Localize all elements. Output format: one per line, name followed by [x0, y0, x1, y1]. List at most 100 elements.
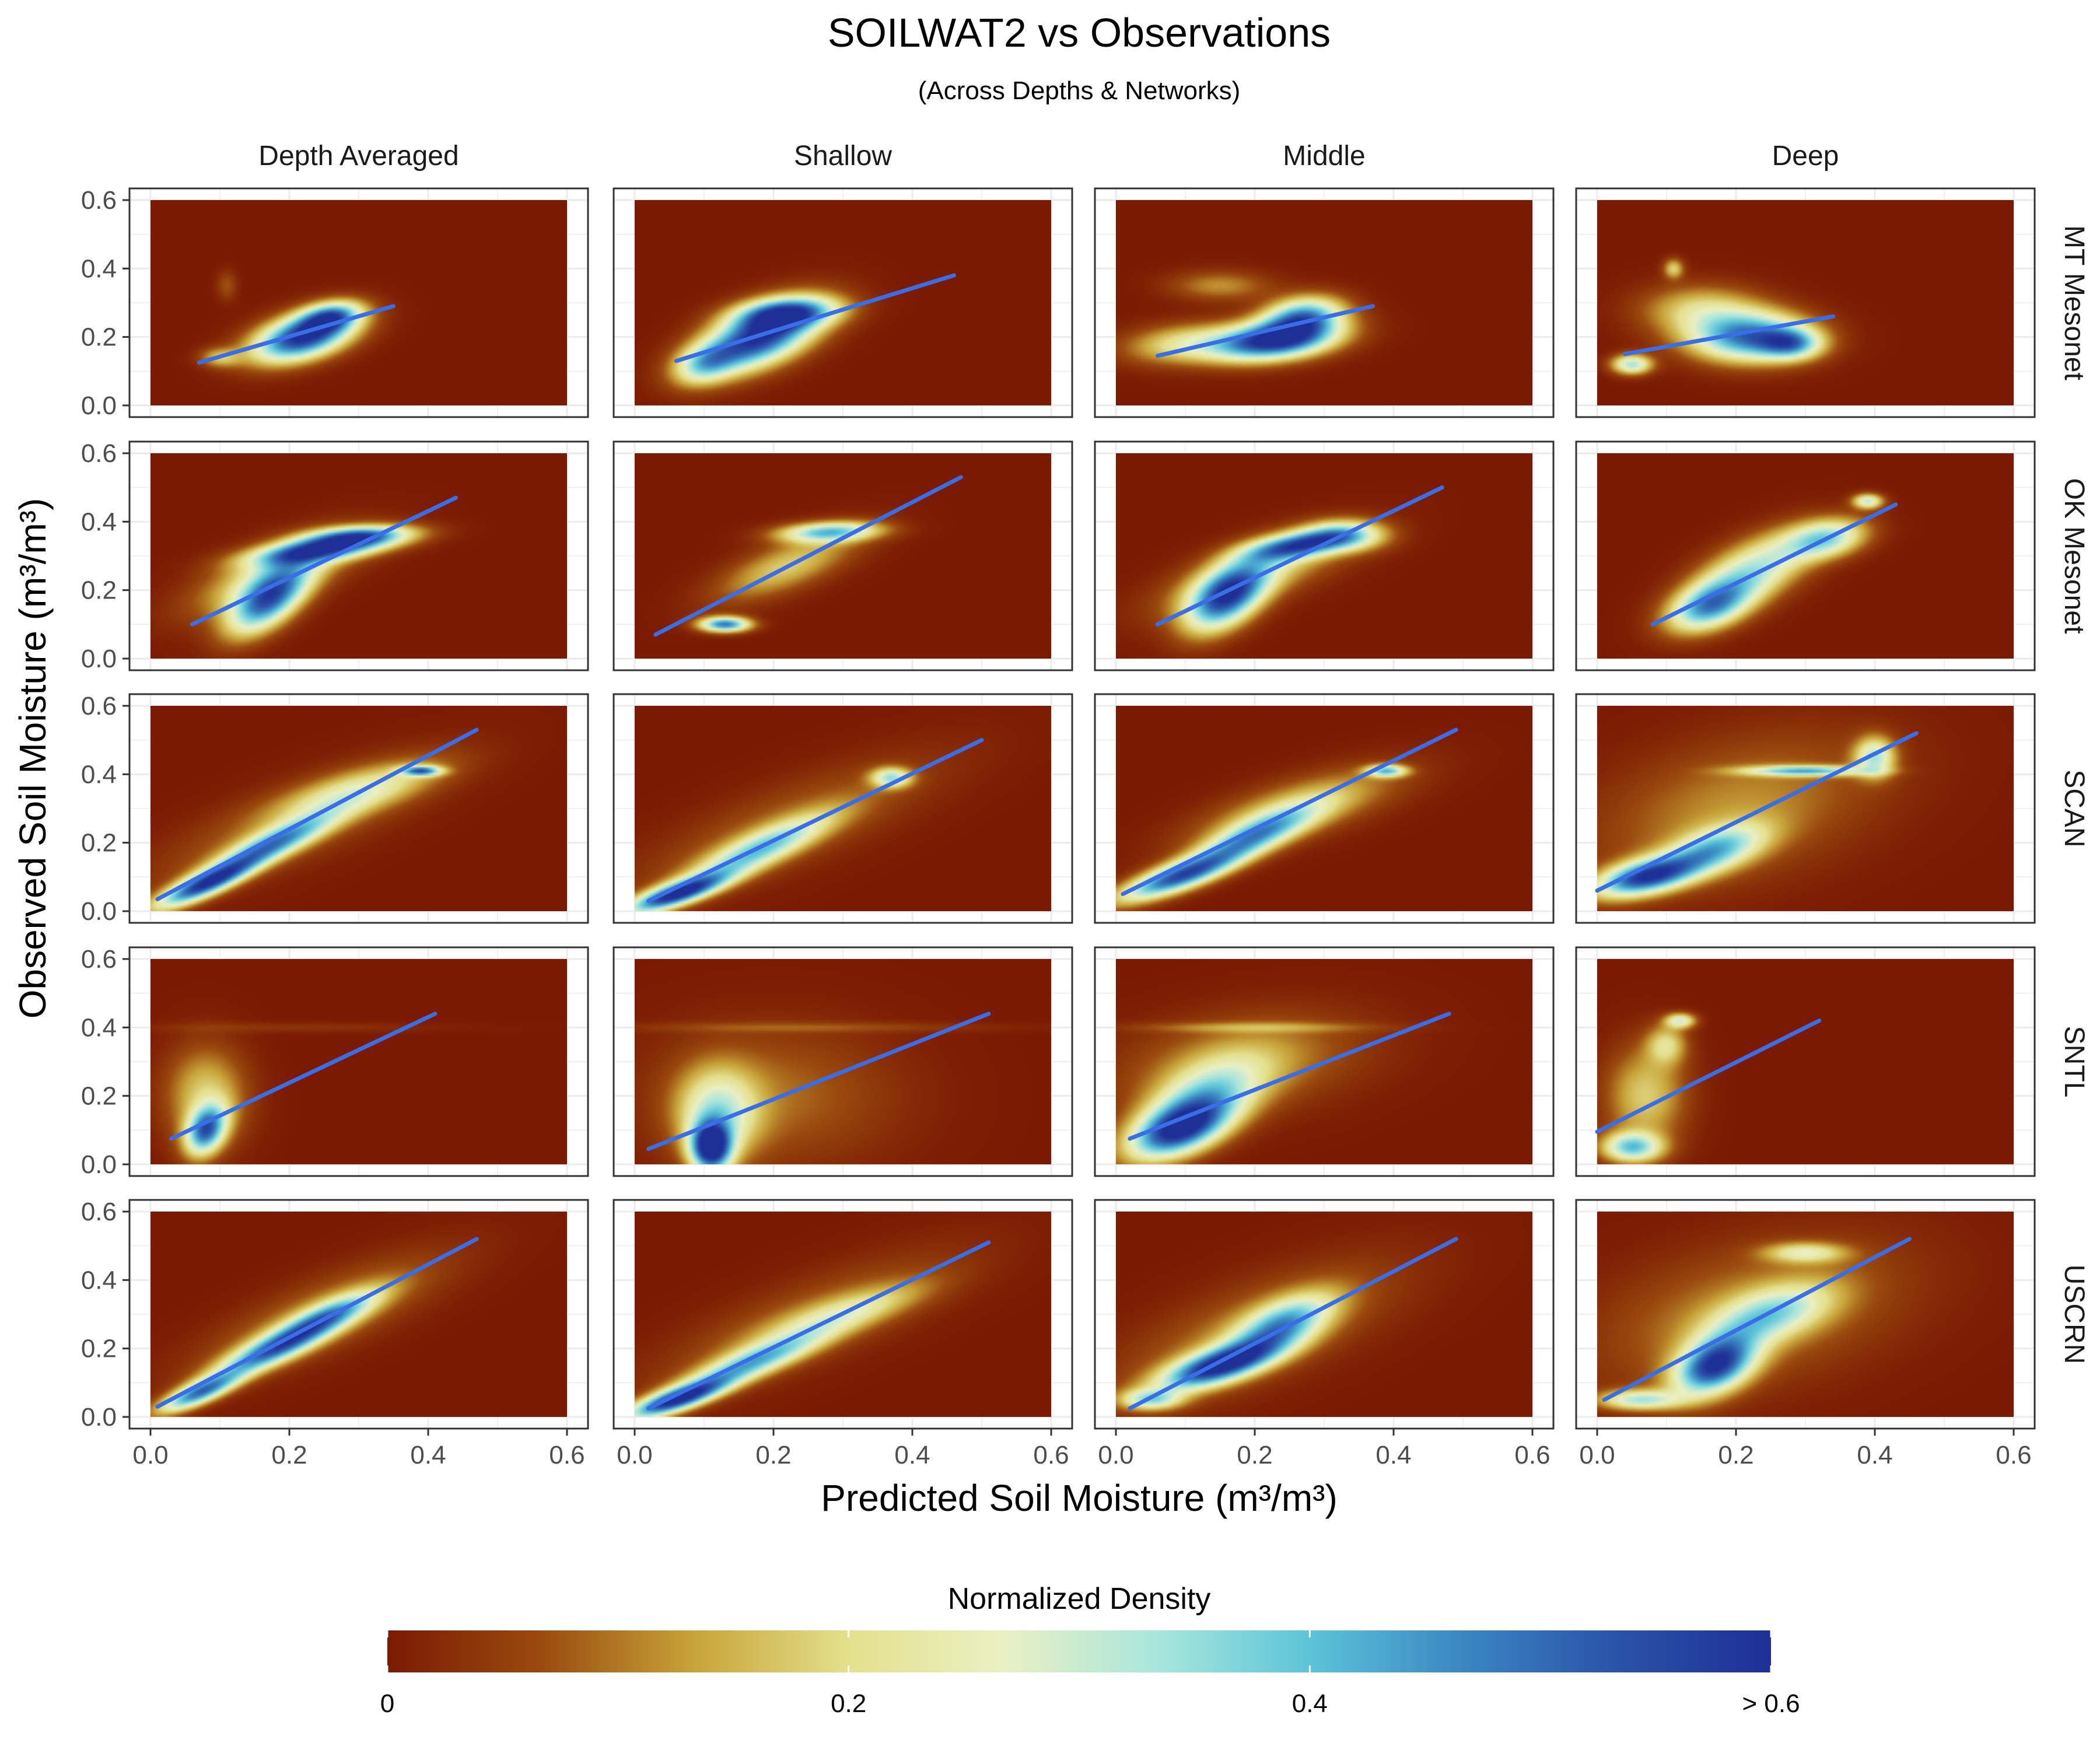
- colorbar-tick-label: 0: [380, 1689, 394, 1718]
- x-tick-label: 0.0: [617, 1441, 652, 1469]
- panel-border: [128, 693, 589, 924]
- facet-panel: [1094, 440, 1555, 671]
- x-tick-label: 0.6: [1033, 1441, 1069, 1469]
- facet-row-label: MT Mesonet: [2059, 225, 2090, 380]
- x-tick-label: 0.0: [132, 1441, 168, 1469]
- panel-border: [1575, 440, 2036, 671]
- panel-border: [128, 1199, 589, 1430]
- y-tick-label: 0.6: [81, 1198, 117, 1226]
- density-heatmap: [1597, 1212, 2014, 1417]
- y-tick-label: 0.6: [81, 439, 117, 468]
- colorbar: [387, 1630, 1771, 1672]
- x-tick-label: 0.6: [1996, 1441, 2031, 1469]
- y-tick-label: 0.4: [81, 1266, 117, 1294]
- y-tick-label: 0.2: [81, 829, 117, 858]
- y-tick-label: 0.0: [81, 897, 117, 926]
- colorbar-legend: Normalized Density 0 0.2 0.4 > 0.6: [380, 1582, 1800, 1718]
- facet-panel: 0.0 0.2 0.4 0.6: [81, 692, 589, 926]
- x-tick-label: 0.4: [1857, 1441, 1892, 1469]
- x-tick-label: 0.0: [1098, 1441, 1133, 1469]
- y-tick-label: 0.4: [81, 254, 117, 283]
- panel-border: [1094, 946, 1555, 1177]
- facet-panel: [1575, 187, 2036, 418]
- x-tick-label: 0.4: [1376, 1441, 1411, 1469]
- facet-panel: 0.0 0.2 0.4 0.6: [81, 945, 589, 1179]
- facet-row-label: SNTL: [2059, 1026, 2090, 1098]
- regression-line: [1650, 502, 1898, 626]
- y-axis-label: Observed Soil Moisture (m³/m³): [12, 498, 54, 1019]
- regression-line: [653, 475, 963, 637]
- x-tick-label: 0.2: [1237, 1441, 1272, 1469]
- density-heatmap: [150, 959, 567, 1164]
- y-tick-label: 0.0: [81, 645, 117, 673]
- density-heatmap: [635, 453, 1051, 659]
- colorbar-ticks: 0 0.2 0.4 > 0.6: [380, 1630, 1800, 1718]
- regression-line: [155, 1237, 479, 1409]
- facet-panel: [612, 946, 1073, 1177]
- y-tick-label: 0.0: [81, 1403, 117, 1432]
- y-tick-label: 0.2: [81, 323, 117, 352]
- facet-panel: 0.0 0.2 0.4 0.6: [81, 439, 589, 673]
- regression-line: [190, 495, 459, 626]
- facet-column-label: Middle: [1283, 141, 1365, 172]
- panel-border: [1575, 187, 2036, 418]
- facet-panel: [1575, 440, 2036, 671]
- x-tick-label: 0.4: [410, 1441, 446, 1469]
- figure-subtitle: (Across Depths & Networks): [918, 76, 1241, 105]
- panel-border: [1094, 1199, 1555, 1430]
- facet-panel: [1094, 693, 1555, 924]
- panel-border: [128, 946, 589, 1177]
- regression-line: [646, 1012, 991, 1152]
- colorbar-tick-label: > 0.6: [1742, 1689, 1800, 1718]
- y-tick-label: 0.2: [81, 1335, 117, 1363]
- y-tick-label: 0.4: [81, 508, 117, 536]
- regression-line: [197, 304, 396, 365]
- density-heatmap: [635, 959, 1051, 1164]
- panel-border: [1575, 1199, 2036, 1430]
- facet-panel: [1094, 946, 1555, 1177]
- regression-line: [646, 1240, 991, 1410]
- facet-panel: [1575, 693, 2036, 924]
- facet-panel: 0.0 0.2 0.4 0.6: [1094, 1199, 1555, 1469]
- density-heatmap: [1597, 200, 2014, 405]
- facet-row-label: USCRN: [2059, 1265, 2090, 1364]
- panel-border: [1094, 187, 1555, 418]
- x-tick-label: 0.2: [1718, 1441, 1754, 1469]
- density-heatmap: [1597, 453, 2014, 659]
- regression-line: [1155, 485, 1444, 626]
- regression-line: [1623, 314, 1836, 356]
- density-heatmap: [150, 453, 567, 659]
- density-heatmap: [1116, 1212, 1532, 1417]
- facet-panel: [612, 187, 1073, 418]
- regression-line: [155, 727, 479, 901]
- facet-panel: [612, 693, 1073, 924]
- facet-row-label: OK Mesonet: [2059, 478, 2090, 634]
- density-heatmap: [1597, 706, 2014, 911]
- panel-border: [612, 693, 1073, 924]
- regression-line: [169, 1012, 438, 1141]
- density-heatmap: [150, 200, 567, 405]
- density-heatmap: [1116, 200, 1532, 405]
- y-tick-label: 0.6: [81, 692, 117, 720]
- regression-line: [1595, 1019, 1822, 1134]
- panel-border: [612, 1199, 1073, 1430]
- facet-panel: 0.0 0.2 0.4 0.6 0.0 0.2 0.4 0.6: [81, 1198, 589, 1469]
- panels-layer: Depth Averaged Shallow Middle Deep MT Mesone…: [81, 141, 2090, 1469]
- facet-column-label: Deep: [1772, 141, 1839, 172]
- facet-panel: [1094, 187, 1555, 418]
- regression-line: [1128, 1012, 1451, 1141]
- y-tick-label: 0.2: [81, 1082, 117, 1111]
- regression-line: [1602, 1237, 1912, 1402]
- density-heatmap: [1597, 959, 2014, 1164]
- x-tick-label: 0.6: [1514, 1441, 1550, 1469]
- panel-border: [128, 187, 589, 418]
- x-tick-label: 0.6: [549, 1441, 584, 1469]
- colorbar-tick-label: 0.2: [831, 1689, 866, 1718]
- facet-panel: 0.0 0.2 0.4 0.6: [612, 1199, 1073, 1469]
- panel-border: [1094, 693, 1555, 924]
- facet-column-label: Shallow: [794, 141, 892, 172]
- x-tick-label: 0.2: [271, 1441, 307, 1469]
- colorbar-tick-label: 0.4: [1292, 1689, 1328, 1718]
- x-tick-label: 0.4: [894, 1441, 930, 1469]
